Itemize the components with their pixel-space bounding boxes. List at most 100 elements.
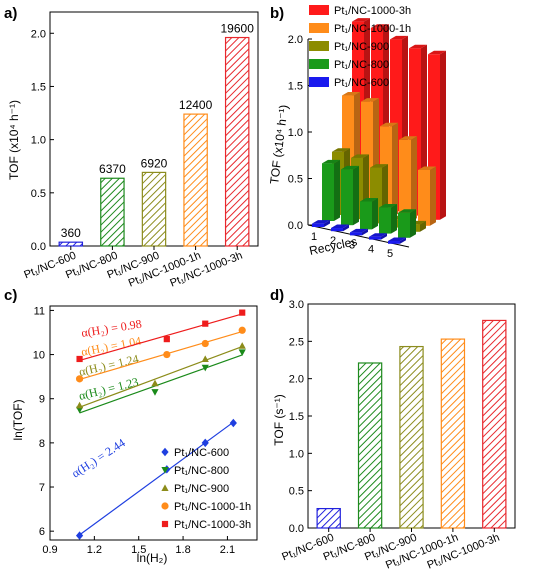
y-tick-label: 0.0 xyxy=(31,241,46,253)
bar-top xyxy=(390,35,408,40)
legend-entry: Pt₁/NC-1000-1h xyxy=(174,501,251,513)
bar xyxy=(482,319,507,529)
y-tick-label: 3.0 xyxy=(289,299,304,311)
bar xyxy=(379,207,391,234)
legend-marker xyxy=(161,502,169,510)
x-tick-label: 1.2 xyxy=(87,544,102,556)
bar-top xyxy=(369,233,387,237)
data-point xyxy=(201,438,209,448)
bar xyxy=(357,362,383,529)
bar xyxy=(100,177,125,247)
bar-top xyxy=(418,166,436,170)
bar xyxy=(369,236,381,240)
legend-swatch xyxy=(309,59,329,69)
x-tick-label: 2.1 xyxy=(220,544,235,556)
y-tick-label: 0.5 xyxy=(288,174,303,186)
panel-c: c) ln(TOF) ln(H₂) 0.9 1.2 1.5 1.8 2.1 6 7 8 9 10 1… xyxy=(4,287,258,565)
data-point xyxy=(201,355,209,362)
data-point xyxy=(75,401,84,409)
y-tick-label: 1.0 xyxy=(288,127,303,139)
bar-data-label: 6370 xyxy=(99,162,126,176)
legend-marker xyxy=(161,520,169,528)
y-tick-label: 9 xyxy=(39,394,45,406)
bar xyxy=(312,223,324,227)
bar-side xyxy=(411,136,417,222)
bar-top xyxy=(379,204,397,208)
bar-top xyxy=(380,122,398,127)
bar-side xyxy=(324,220,330,227)
data-point xyxy=(75,406,84,414)
panel-d-y-axis-label: TOF (s⁻¹) xyxy=(272,394,286,445)
bar-data-label: 6920 xyxy=(141,156,168,170)
y-tick-label: 2.5 xyxy=(289,336,304,348)
bar xyxy=(360,201,372,230)
legend-marker xyxy=(161,484,169,491)
bar-side xyxy=(440,50,446,220)
bar xyxy=(183,113,208,247)
legend-entry: Pt₁/NC-900 xyxy=(174,483,229,495)
bar-top xyxy=(322,159,340,164)
bar-top xyxy=(341,165,359,170)
panel-c-label: c) xyxy=(4,287,17,304)
x-tick-label: 1.5 xyxy=(131,544,146,556)
x-tick-label: 3 xyxy=(349,239,355,251)
data-point xyxy=(75,375,84,383)
data-point xyxy=(76,355,83,363)
data-point xyxy=(201,364,209,372)
bar-data-label: 19600 xyxy=(221,22,255,36)
legend-swatch xyxy=(309,77,329,87)
fit-line xyxy=(79,313,243,362)
y-tick-label: 1.5 xyxy=(289,411,304,423)
legend-entry: Pt₁/NC-800 xyxy=(334,59,389,71)
panel-b: b) TOF (x10⁴ h⁻¹) Recycles 0.00.51.01.52… xyxy=(267,5,446,260)
data-point xyxy=(202,320,209,327)
legend-marker xyxy=(161,467,169,474)
fit-line xyxy=(79,330,243,381)
bar-data-label: 360 xyxy=(61,226,81,240)
x-tick-label: 5 xyxy=(387,248,393,260)
y-tick-label: 2.0 xyxy=(288,34,303,46)
y-tick-label: 8 xyxy=(39,438,45,450)
fit-line xyxy=(79,421,234,536)
panel-b-label: b) xyxy=(270,5,284,22)
x-tick-label: 1.8 xyxy=(175,544,190,556)
bar-top xyxy=(351,154,369,158)
bar xyxy=(224,36,250,247)
y-tick-label: 0.0 xyxy=(288,220,303,232)
bar-side xyxy=(362,228,368,236)
y-tick-label: 1.0 xyxy=(289,448,304,460)
slope-annotation: α(H₂) = 2.44 xyxy=(69,436,128,481)
legend-entry: Pt₁/NC-1000-1h xyxy=(334,23,411,35)
data-point xyxy=(75,531,84,540)
bar-side xyxy=(420,220,426,232)
y-tick-label: 0.5 xyxy=(31,188,46,200)
bar-top xyxy=(350,228,368,233)
legend-entry: Pt₁/NC-800 xyxy=(174,465,229,477)
bar-top xyxy=(331,224,349,229)
panel-c-y-axis-label: ln(TOF) xyxy=(11,399,25,440)
panel-a-label: a) xyxy=(4,5,17,22)
bar-top xyxy=(312,220,330,224)
bar xyxy=(341,169,353,226)
legend-swatch xyxy=(309,23,329,33)
bar-top xyxy=(399,136,417,140)
data-point xyxy=(229,418,237,428)
bar-side xyxy=(400,237,406,244)
bar xyxy=(350,232,362,236)
bar-side xyxy=(391,204,397,234)
data-point xyxy=(238,349,246,356)
bar-side xyxy=(372,198,378,230)
bar-top xyxy=(360,198,378,202)
bar xyxy=(141,171,167,247)
y-tick-label: 7 xyxy=(39,482,45,494)
legend-entry: Pt₁/NC-900 xyxy=(334,41,389,53)
data-point xyxy=(238,342,246,349)
data-point xyxy=(239,309,246,316)
data-point xyxy=(151,379,159,387)
y-tick-label: 2.0 xyxy=(289,374,304,386)
bar-top xyxy=(332,148,350,152)
panel-a-y-axis-label: TOF (x10⁴ h⁻¹) xyxy=(7,100,21,180)
panel-a: a) TOF (x10⁴ h⁻¹) 0.00.51.01.52.0360Pt₁/… xyxy=(4,5,259,290)
bar-side xyxy=(343,224,349,232)
